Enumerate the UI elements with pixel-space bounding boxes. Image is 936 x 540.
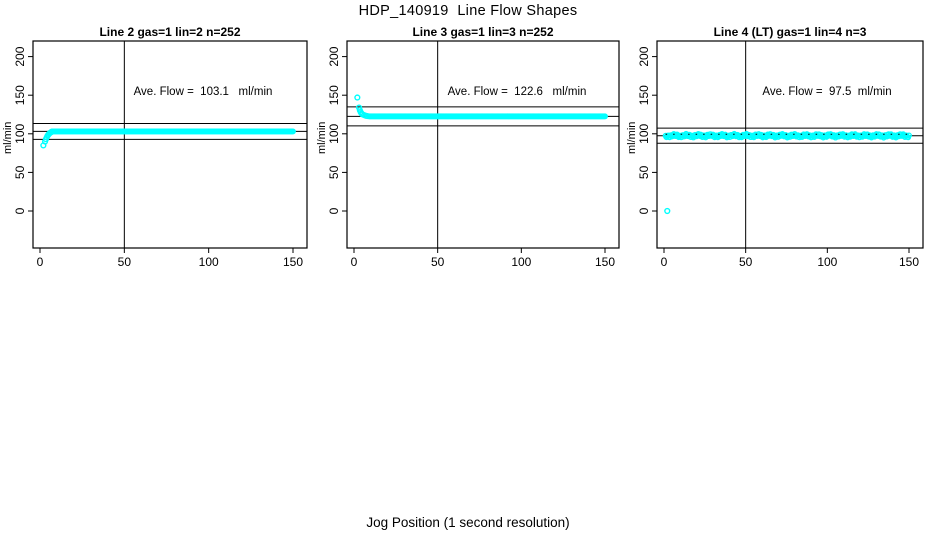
y-tick-label: 150	[327, 85, 341, 105]
y-tick-label: 50	[13, 165, 27, 179]
x-tick-label: 50	[739, 255, 753, 269]
x-tick-label: 100	[817, 255, 837, 269]
x-tick-label: 100	[199, 255, 219, 269]
plot-box	[656, 40, 924, 249]
y-tick-label: 0	[637, 207, 651, 214]
y-tick-label: 200	[637, 46, 651, 66]
panel-1-title: Line 2 gas=1 lin=2 n=252	[99, 25, 241, 39]
y-tick-label: 150	[637, 85, 651, 105]
y-tick-label: 200	[327, 46, 341, 66]
plot-box	[346, 40, 620, 249]
x-axis-title: Jog Position (1 second resolution)	[366, 515, 570, 530]
panel-3-ave-flow-annotation: Ave. Flow = 97.5 ml/min	[762, 86, 892, 98]
plot-box	[32, 40, 308, 249]
x-tick-label: 0	[37, 255, 44, 269]
panel-1-ave-flow-annotation: Ave. Flow = 103.1 ml/min	[133, 86, 273, 98]
data-point	[664, 207, 671, 215]
x-tick-label: 150	[595, 255, 615, 269]
x-tick-label: 50	[118, 255, 132, 269]
y-tick-label: 100	[327, 123, 341, 143]
x-tick-label: 0	[351, 255, 358, 269]
y-axis-label: ml/min	[626, 122, 638, 154]
y-tick-label: 100	[637, 123, 651, 143]
x-tick-label: 150	[283, 255, 303, 269]
data-point	[906, 132, 912, 139]
y-tick-label: 0	[327, 207, 341, 214]
x-tick-label: 150	[899, 255, 919, 269]
x-tick-label: 0	[661, 255, 668, 269]
panel-2-ave-flow-annotation: Ave. Flow = 122.6 ml/min	[447, 86, 587, 98]
y-axis-label: ml/min	[316, 122, 328, 154]
y-tick-label: 50	[637, 165, 651, 179]
y-axis-label: ml/min	[2, 122, 14, 154]
data-point	[602, 113, 608, 120]
y-tick-label: 200	[13, 46, 27, 66]
y-tick-label: 0	[13, 207, 27, 214]
data-point	[48, 128, 55, 135]
data-point	[290, 128, 296, 135]
panel-3-title: Line 4 (LT) gas=1 lin=4 n=3	[713, 25, 867, 39]
panel-2-title: Line 3 gas=1 lin=3 n=252	[412, 25, 554, 39]
x-tick-label: 100	[511, 255, 531, 269]
y-tick-label: 150	[13, 85, 27, 105]
data-point	[364, 112, 371, 120]
data-point	[354, 94, 361, 101]
x-tick-label: 50	[431, 255, 445, 269]
y-tick-label: 50	[327, 165, 341, 179]
figure-title: HDP_140919 Line Flow Shapes	[358, 3, 578, 19]
y-tick-label: 100	[13, 123, 27, 143]
